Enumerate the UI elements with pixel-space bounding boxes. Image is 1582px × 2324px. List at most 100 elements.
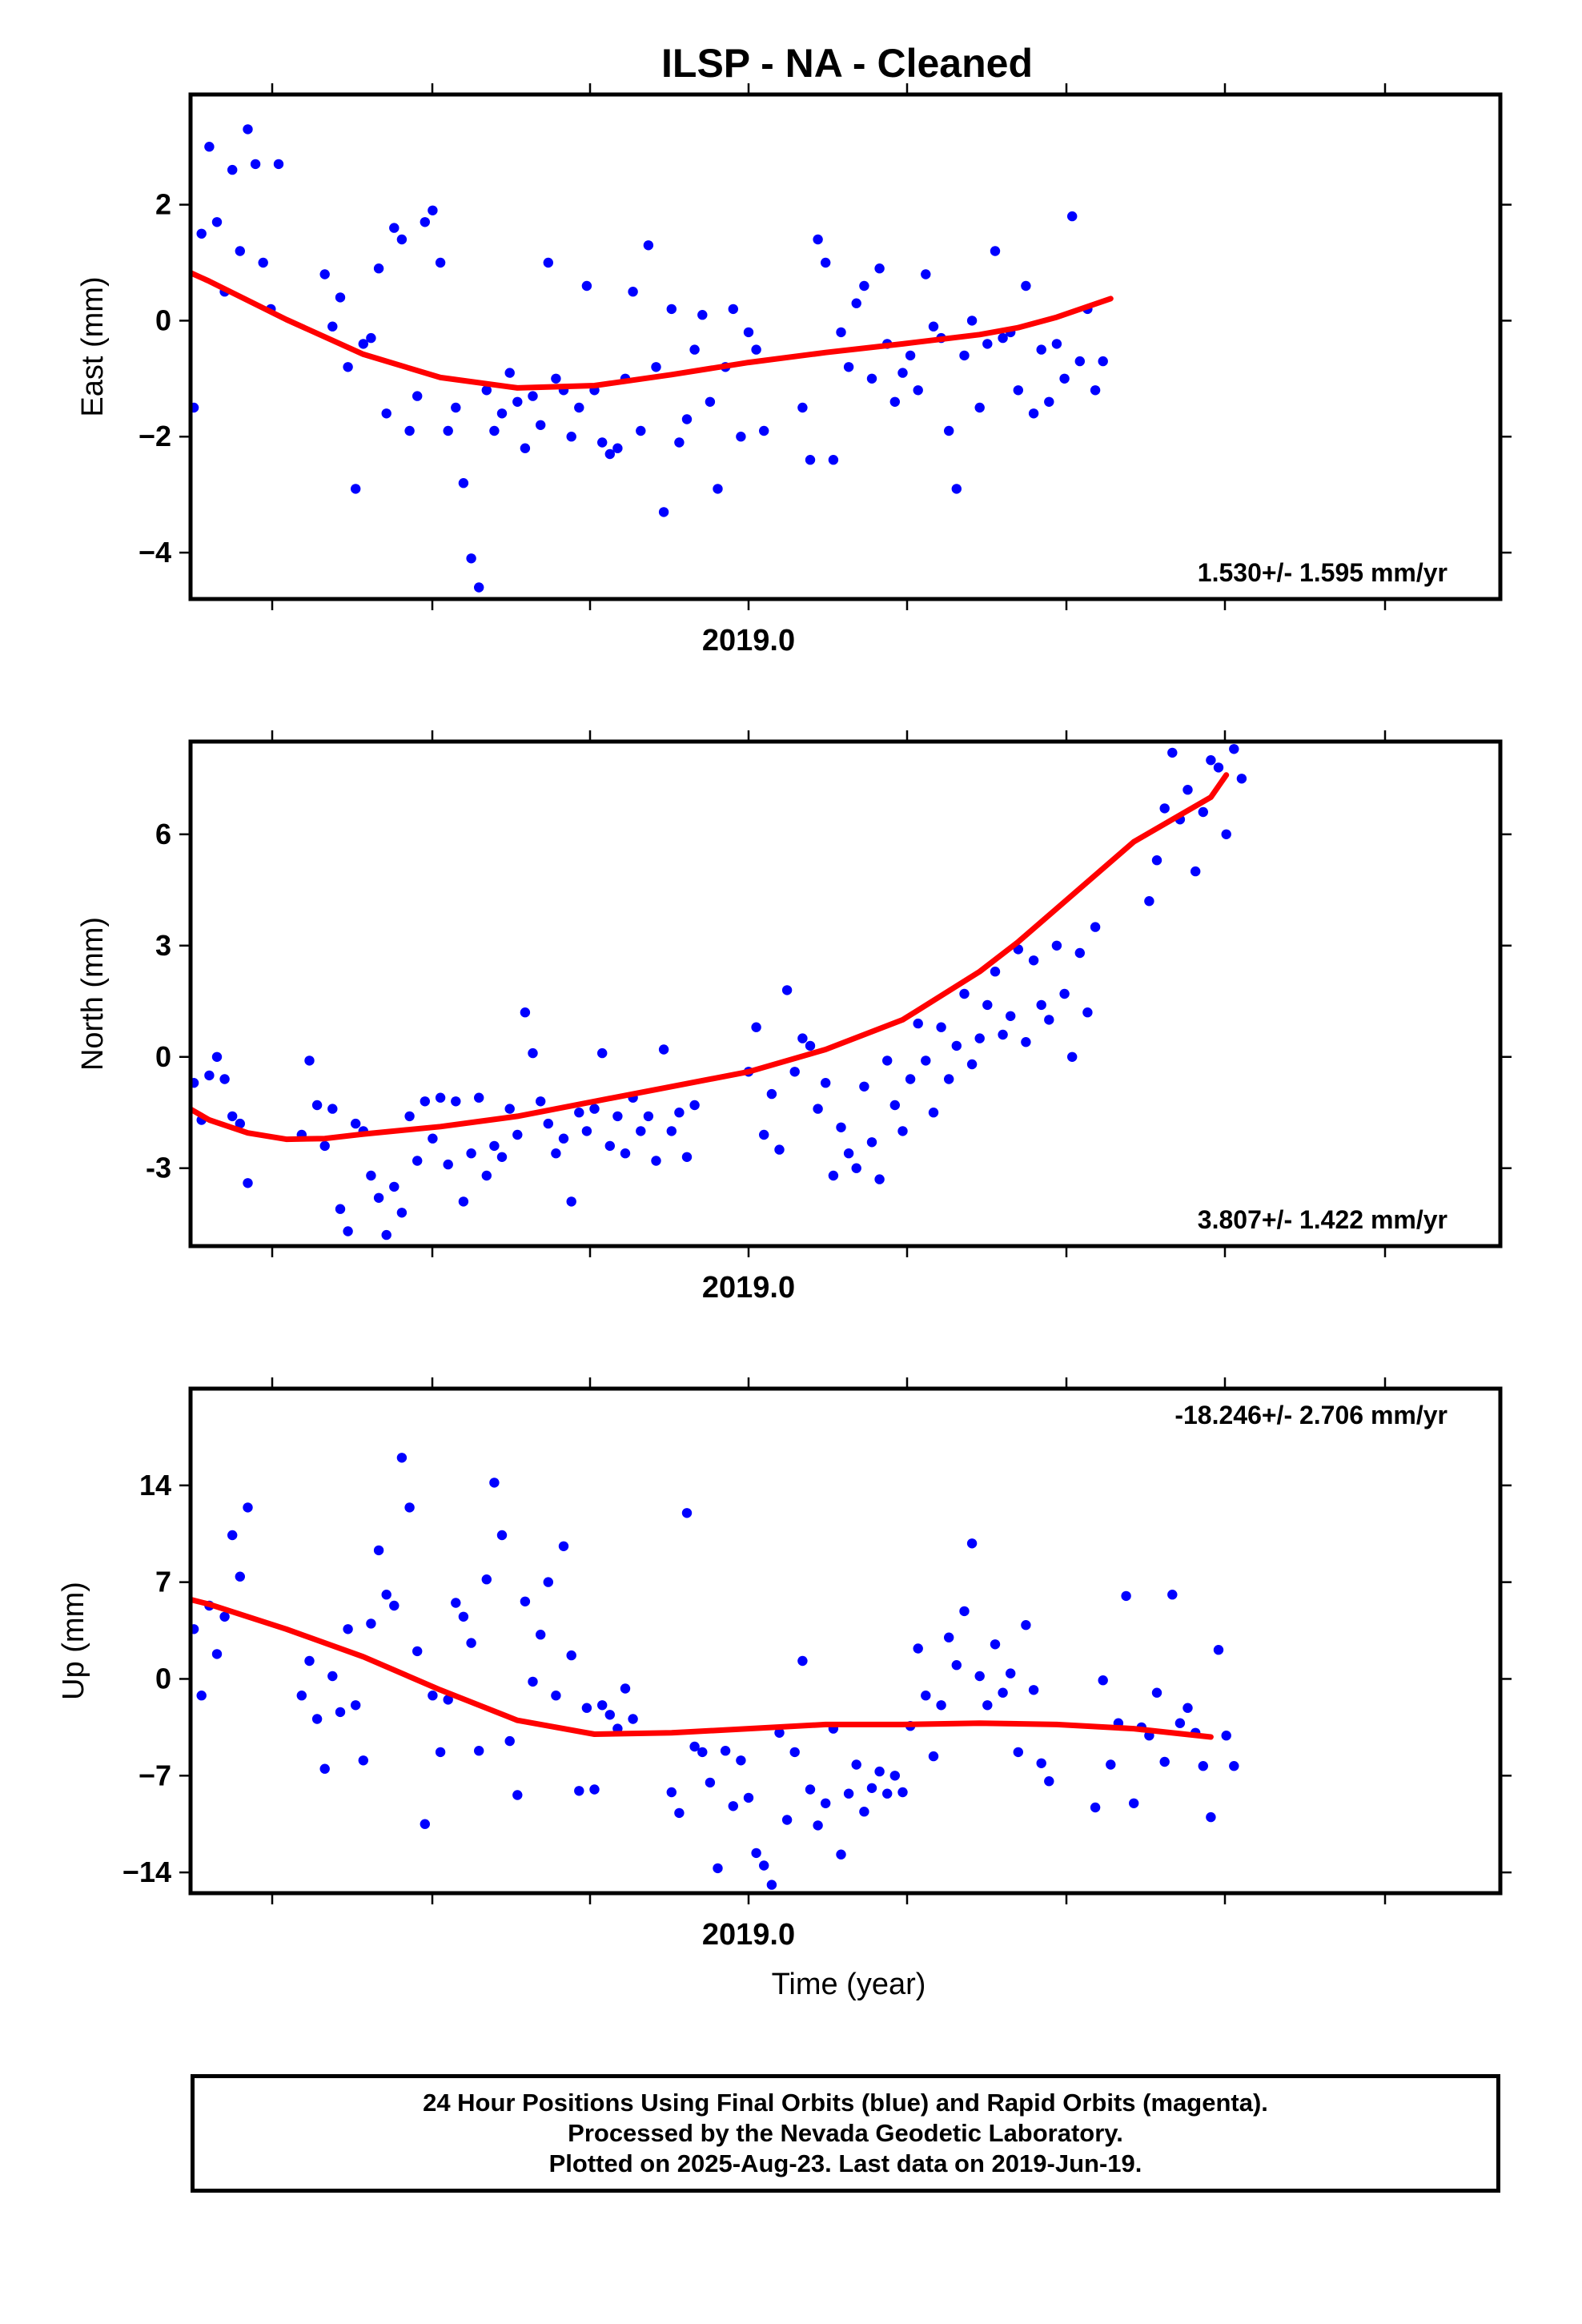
data-point [658,1044,669,1055]
data-point [1206,1811,1216,1823]
data-point [536,1096,546,1107]
data-point [982,999,993,1011]
data-point [204,142,215,152]
footer-line-1: 24 Hour Positions Using Final Orbits (bl… [423,2089,1268,2117]
data-point [81,101,90,111]
data-point [504,1735,515,1747]
data-point [343,362,353,372]
data-point [697,310,708,320]
data-point [882,1788,893,1799]
plot-frame [188,739,1503,1248]
data-point [897,1126,908,1136]
data-point [581,1703,592,1713]
data-point [151,263,160,273]
data-point [551,373,561,384]
data-point [789,1747,800,1758]
data-point [42,235,52,244]
data-point [974,1033,985,1043]
data-point [836,1122,846,1133]
data-point [219,1074,230,1084]
data-point [435,257,446,268]
data-point [959,350,970,361]
data-point [944,1632,954,1642]
data-point [174,1523,183,1533]
data-point [474,1746,484,1756]
data-point [158,1527,167,1537]
data-point [351,1700,361,1711]
data-point [581,280,592,292]
data-point [1036,1758,1046,1768]
data-point [119,1037,129,1047]
data-point [944,1074,954,1084]
data-point [112,1026,122,1035]
data-point [412,1646,423,1657]
data-point [420,1096,430,1107]
data-point [81,1570,90,1580]
data-point [1229,1761,1239,1771]
data-point [1074,947,1086,959]
data-point [604,1710,615,1720]
data-points [81,1453,1239,1890]
data-point [628,287,638,297]
rate-annotation: 3.807+/- 1.422 mm/yr [1198,1205,1447,1234]
data-point [759,1129,769,1140]
panel-1: 2019.0 2 0 −2 −4 East (mm) 1.530+/- 1.595 mm/y… [42,83,1512,657]
data-point [366,1618,376,1629]
data-point [50,171,60,180]
data-point [1006,1668,1016,1679]
data-point [921,269,931,279]
data-points [112,744,1247,1240]
data-point [327,321,338,332]
data-point [227,1530,238,1541]
fit-line [191,269,1114,391]
data-point [389,1181,400,1192]
data-point [1182,1703,1193,1713]
data-point [643,1111,654,1122]
data-point [520,1596,531,1607]
data-point [1191,866,1201,877]
data-point [689,1741,700,1752]
data-point [766,1088,777,1100]
data-point [982,1700,993,1711]
data-point [821,1798,831,1808]
data-point [1044,1776,1054,1787]
data-point [990,1639,1001,1650]
data-point [235,1571,245,1582]
data-point [728,1801,738,1811]
data-point [191,1078,199,1088]
y-tick-label: −7 [139,1759,171,1791]
x-tick-label: 2019.0 [702,1271,795,1305]
data-point [512,1129,523,1140]
y-tick-label: −2 [139,420,171,452]
data-point [574,1108,584,1118]
data-point [604,1140,615,1152]
data-point [1028,1685,1039,1695]
data-point [974,1671,985,1682]
data-point [373,1545,384,1556]
data-point [813,234,823,245]
fit-line [191,1596,1214,1740]
rate-annotation: 1.530+/- 1.595 mm/yr [1198,558,1447,587]
data-point [689,1100,700,1111]
data-point [859,1081,869,1092]
data-point [612,443,623,453]
data-point [705,396,716,407]
data-point [250,159,261,170]
data-point [504,1104,515,1114]
data-point [836,1849,846,1860]
data-point [990,246,1001,256]
data-point [681,1152,693,1163]
data-point [743,327,754,338]
data-point [319,269,330,279]
data-point [1213,1645,1224,1655]
data-point [319,1763,330,1774]
data-point [227,1111,238,1122]
data-point [1159,803,1170,814]
data-point [166,1598,175,1607]
data-point [851,1759,861,1770]
data-point [243,1502,253,1513]
data-point [451,1096,461,1107]
data-point [1021,1620,1031,1630]
data-point [913,385,923,396]
data-point [443,1695,453,1705]
